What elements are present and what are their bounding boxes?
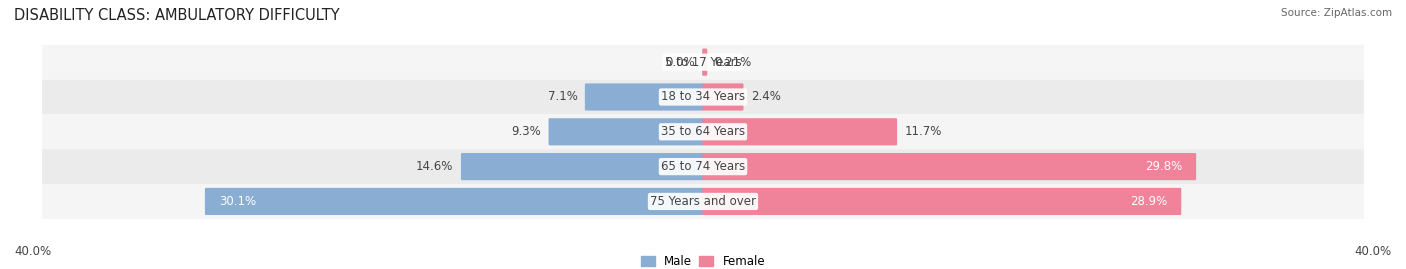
FancyBboxPatch shape xyxy=(205,188,704,215)
Text: 0.0%: 0.0% xyxy=(665,56,695,69)
Text: 28.9%: 28.9% xyxy=(1130,195,1167,208)
Text: 29.8%: 29.8% xyxy=(1144,160,1182,173)
Text: 2.4%: 2.4% xyxy=(751,90,780,104)
Text: 40.0%: 40.0% xyxy=(14,245,51,258)
Text: 18 to 34 Years: 18 to 34 Years xyxy=(661,90,745,104)
FancyBboxPatch shape xyxy=(42,184,1364,219)
Legend: Male, Female: Male, Female xyxy=(641,255,765,268)
FancyBboxPatch shape xyxy=(702,153,1197,180)
Text: DISABILITY CLASS: AMBULATORY DIFFICULTY: DISABILITY CLASS: AMBULATORY DIFFICULTY xyxy=(14,8,340,23)
FancyBboxPatch shape xyxy=(585,83,704,111)
FancyBboxPatch shape xyxy=(702,188,1181,215)
FancyBboxPatch shape xyxy=(702,49,707,76)
Text: Source: ZipAtlas.com: Source: ZipAtlas.com xyxy=(1281,8,1392,18)
FancyBboxPatch shape xyxy=(461,153,704,180)
FancyBboxPatch shape xyxy=(42,149,1364,184)
Text: 40.0%: 40.0% xyxy=(1355,245,1392,258)
Text: 14.6%: 14.6% xyxy=(416,160,454,173)
FancyBboxPatch shape xyxy=(702,118,897,145)
FancyBboxPatch shape xyxy=(42,80,1364,114)
FancyBboxPatch shape xyxy=(702,83,744,111)
FancyBboxPatch shape xyxy=(548,118,704,145)
Text: 65 to 74 Years: 65 to 74 Years xyxy=(661,160,745,173)
Text: 5 to 17 Years: 5 to 17 Years xyxy=(665,56,741,69)
Text: 0.21%: 0.21% xyxy=(714,56,752,69)
FancyBboxPatch shape xyxy=(42,45,1364,80)
Text: 35 to 64 Years: 35 to 64 Years xyxy=(661,125,745,138)
FancyBboxPatch shape xyxy=(42,114,1364,149)
Text: 11.7%: 11.7% xyxy=(904,125,942,138)
Text: 75 Years and over: 75 Years and over xyxy=(650,195,756,208)
Text: 7.1%: 7.1% xyxy=(547,90,578,104)
Text: 9.3%: 9.3% xyxy=(512,125,541,138)
Text: 30.1%: 30.1% xyxy=(219,195,256,208)
